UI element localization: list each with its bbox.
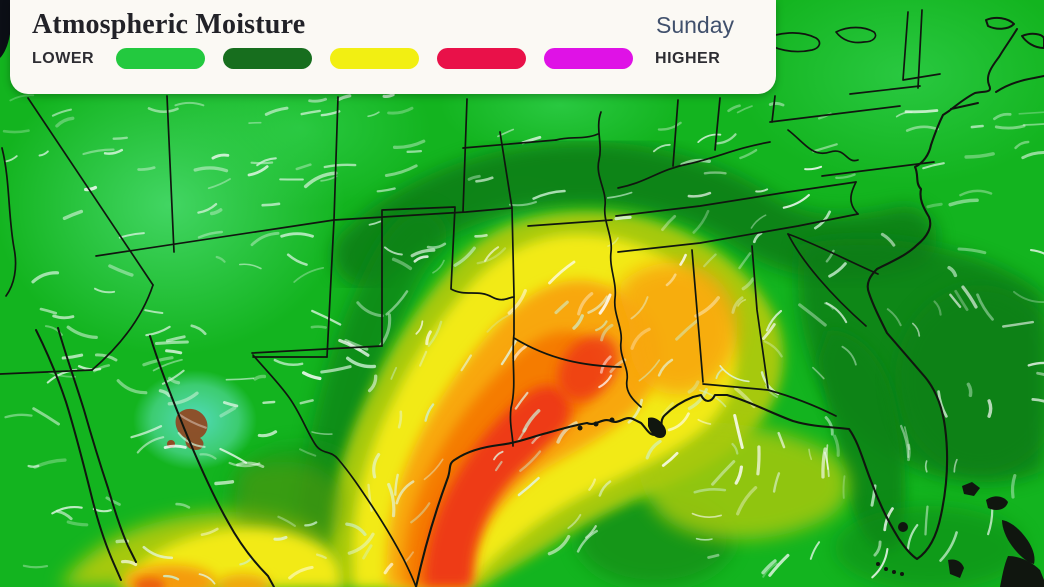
border-nv-ut: [166, 95, 175, 253]
legend-pill-dark-green: [223, 48, 313, 69]
coastline-mexico-mainland: [149, 335, 275, 587]
border-co-east: [462, 98, 468, 213]
page-title: Atmospheric Moisture: [32, 9, 306, 40]
border-va-nc: [821, 161, 935, 177]
border-ky-tn: [615, 181, 857, 217]
border-al-ga: [751, 245, 769, 389]
border-mississippi-river: [597, 111, 642, 408]
border-ga-sc: [787, 233, 867, 327]
state-borders: [0, 9, 1044, 587]
border-ca-nv: [27, 97, 154, 286]
border-mo-ar: [527, 219, 613, 227]
info-panel: Atmospheric Moisture Sunday LOWER HIGHER: [10, 0, 776, 94]
wind-streaks: [2, 93, 1044, 585]
florida-keys: [884, 567, 888, 571]
border-ne-ks: [462, 139, 557, 149]
legend-pill-magenta: [544, 48, 634, 69]
border-fl-north: [702, 383, 837, 417]
border-tx-panhandle: [381, 206, 515, 347]
border-tn-south: [617, 213, 859, 253]
legend-pills: [116, 48, 634, 69]
border-rio-grande: [252, 354, 417, 587]
border-pa-west: [771, 95, 776, 123]
legend-pill-red: [437, 48, 527, 69]
day-label: Sunday: [655, 12, 734, 38]
la-marsh: [593, 421, 599, 427]
bahamas-chain: [1002, 520, 1035, 564]
border-tn-nc: [850, 181, 859, 215]
coastline-maritimes: [985, 16, 1044, 93]
border-pa-south: [769, 105, 901, 123]
bahamas-island: [962, 482, 980, 496]
la-marsh: [577, 425, 583, 431]
border-az-nm: [326, 219, 335, 358]
islands-and-lakes: [577, 417, 1044, 587]
coastline-new-england: [948, 28, 1018, 112]
florida-keys: [892, 570, 896, 574]
lake-ontario: [835, 26, 877, 44]
border-ks-mo-ok-ar: [499, 131, 515, 447]
coastline-long-island: [950, 102, 979, 110]
border-ar-la: [513, 337, 622, 368]
florida-keys: [900, 572, 904, 576]
border-ut-co: [333, 96, 339, 221]
legend-pill-yellow: [330, 48, 420, 69]
border-ohio-river: [617, 141, 771, 189]
border-wv: [787, 129, 859, 162]
border-il-in: [672, 99, 679, 167]
border-in-oh: [714, 97, 721, 151]
legend-higher-label: HIGHER: [655, 49, 721, 67]
border-mexico-west: [0, 369, 93, 375]
border-ia-mo: [555, 133, 599, 141]
border-vt-nh: [902, 9, 941, 89]
border-ca-az: [91, 284, 154, 371]
coastline-gulf-atlantic: [414, 109, 951, 587]
moisture-legend: LOWER HIGHER: [32, 48, 750, 69]
andros-island: [948, 559, 964, 578]
mississippi-delta: [648, 417, 667, 438]
bahamas-island: [986, 496, 1008, 510]
coastline-california: [1, 147, 17, 297]
border-nm-tx-lat32: [251, 345, 383, 354]
lake-erie: [761, 32, 821, 53]
lake-okeechobee: [898, 522, 908, 532]
legend-lower-label: LOWER: [32, 49, 95, 67]
la-marsh: [609, 417, 615, 423]
border-nc-sc: [787, 233, 879, 275]
border-ms-al: [691, 249, 704, 383]
border-lat37: [95, 207, 513, 257]
border-ny-south: [849, 85, 921, 95]
florida-keys: [876, 562, 880, 566]
legend-pill-bright-green: [116, 48, 206, 69]
coastline-baja: [35, 327, 137, 581]
cuba-corner: [1000, 556, 1044, 587]
